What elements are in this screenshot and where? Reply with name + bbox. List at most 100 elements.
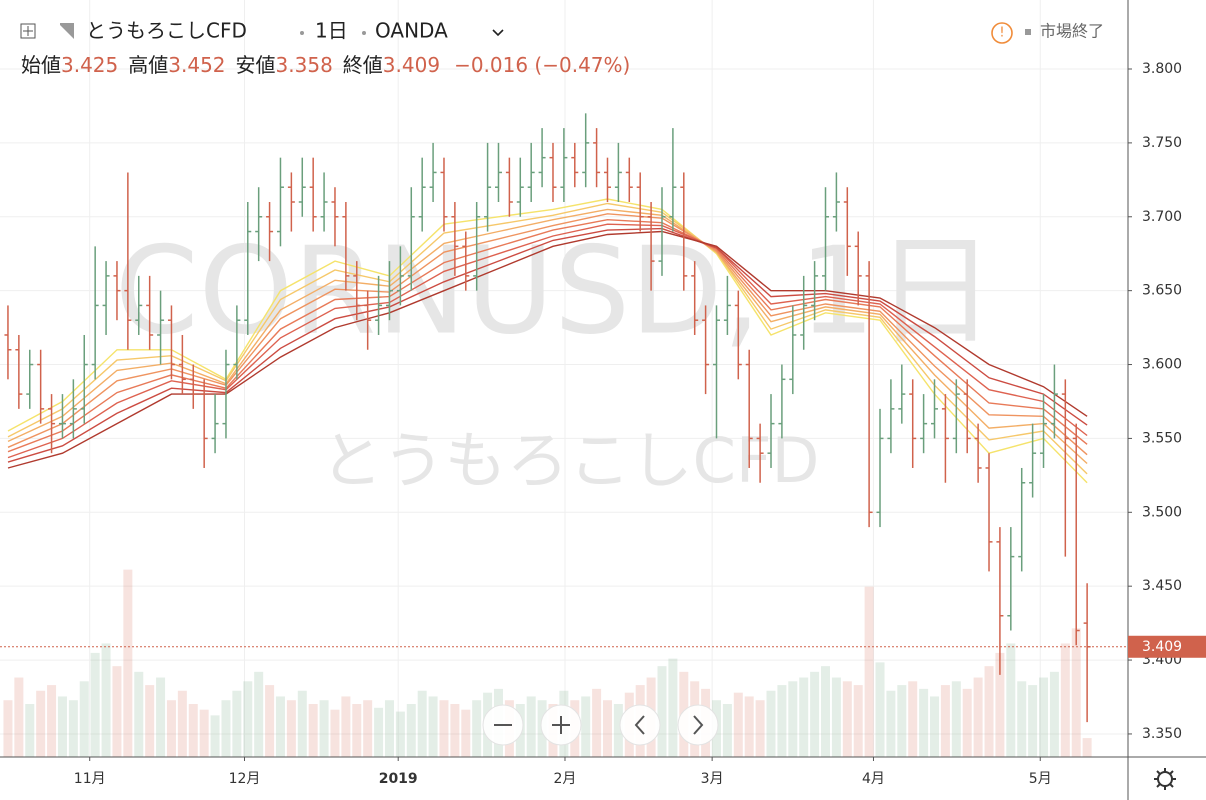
x-tick-label: 5月: [1029, 771, 1052, 787]
symbol: とうもろこしCFD: [86, 19, 247, 43]
volume-bar: [101, 643, 111, 757]
y-tick-label: 3.650: [1142, 283, 1182, 299]
volume-bar: [592, 688, 602, 757]
volume-bar: [352, 704, 362, 757]
volume-bar: [908, 681, 918, 757]
settings-button[interactable]: [1154, 768, 1176, 790]
volume-bar: [1028, 685, 1038, 757]
close-label: 終値: [343, 53, 383, 77]
y-tick-label: 3.500: [1142, 504, 1182, 520]
volume-bar: [265, 685, 275, 757]
volume-bar: [777, 685, 787, 757]
ribbon-line: [7, 218, 1088, 453]
volume-bar: [668, 658, 678, 757]
scroll-right-button[interactable]: [677, 704, 719, 746]
y-tick-label: 3.600: [1142, 357, 1182, 373]
volume-bar: [90, 652, 100, 757]
x-tick-label: 12月: [229, 771, 261, 787]
watermark: CORNUSD, 1日: [115, 223, 995, 362]
volume-bar: [341, 696, 351, 757]
volume-bar: [145, 685, 155, 757]
low-value: 3.358: [276, 53, 333, 77]
volume-bar: [286, 700, 296, 757]
volume-bar: [613, 704, 623, 757]
volume-bar: [68, 700, 78, 757]
volume-bar: [461, 709, 471, 757]
volume-bar: [1082, 738, 1092, 757]
volume-bar: [25, 704, 35, 757]
volume-bar: [134, 671, 144, 757]
volume-bar: [842, 681, 852, 757]
volume-bar: [254, 671, 264, 757]
alert-icon[interactable]: [991, 22, 1013, 44]
volume-bar: [951, 681, 961, 757]
ribbon-layer: [7, 198, 1088, 484]
volume-bar: [1017, 681, 1027, 757]
status-dot: [1025, 29, 1031, 35]
y-tick-label: 3.350: [1142, 726, 1182, 742]
volume-bar: [853, 685, 863, 757]
x-tick-label: 11月: [74, 771, 106, 787]
volume-bar: [166, 700, 176, 757]
volume-bar: [210, 715, 220, 757]
expand-icon[interactable]: [20, 23, 36, 39]
ribbon-line: [7, 227, 1088, 463]
high-label: 高値: [128, 53, 168, 77]
y-tick-label: 3.800: [1142, 61, 1182, 77]
high-value: 3.452: [168, 53, 225, 77]
open-label: 始値: [21, 53, 61, 77]
scroll-left-button[interactable]: [619, 704, 661, 746]
volume-bar: [439, 700, 449, 757]
volume-bar: [36, 690, 46, 757]
volume-bar: [156, 677, 166, 757]
market-status: 市場終了: [1040, 22, 1104, 41]
volume-bar: [330, 709, 340, 757]
low-label: 安値: [236, 53, 276, 77]
ribbon-line: [7, 213, 1088, 456]
x-tick-label: 2019: [379, 771, 418, 787]
volume-bar: [363, 700, 373, 757]
open-value: 3.425: [61, 53, 118, 77]
volume-bar: [177, 690, 187, 757]
x-tick-label: 2月: [554, 771, 577, 787]
alert-icon: !: [999, 26, 1004, 41]
volume-bar: [744, 696, 754, 757]
y-tick-label: 3.550: [1142, 430, 1182, 446]
ribbon-line: [7, 202, 1088, 475]
volume-bar: [232, 690, 242, 757]
volume-bar: [472, 700, 482, 757]
interval: 1日: [315, 19, 348, 43]
volume-bar: [831, 677, 841, 757]
separator: [362, 31, 366, 35]
volume-bar: [1049, 671, 1059, 757]
volume-bar: [374, 707, 384, 757]
ribbon-line: [7, 198, 1088, 484]
volume-bar: [417, 690, 427, 757]
settings-icon: [1154, 768, 1176, 790]
volume-bar: [722, 704, 732, 757]
grid: [0, 0, 1128, 757]
dropdown-icon[interactable]: [492, 29, 504, 37]
ribbon-line: [7, 208, 1088, 465]
volume-bar: [384, 700, 394, 757]
volume-bar: [755, 700, 765, 757]
volume-bar: [319, 700, 329, 757]
x-tick-label: 3月: [701, 771, 724, 787]
nav-buttons: [482, 704, 719, 746]
volume-bar: [188, 704, 198, 757]
volume-bar: [1006, 643, 1016, 757]
volume-bar: [766, 690, 776, 757]
volume-bar: [973, 677, 983, 757]
ribbon-line: [7, 230, 1088, 469]
volume-bar: [450, 704, 460, 757]
volume-bar: [395, 711, 405, 757]
source: OANDA: [375, 19, 448, 43]
volume-bar: [526, 696, 536, 757]
axes: 3.3503.4003.4503.5003.5503.6003.6503.700…: [0, 61, 1206, 787]
volume-bar: [1039, 677, 1049, 757]
volume-bar: [886, 690, 896, 757]
volume-bar: [275, 696, 285, 757]
volume-bar: [123, 569, 133, 757]
